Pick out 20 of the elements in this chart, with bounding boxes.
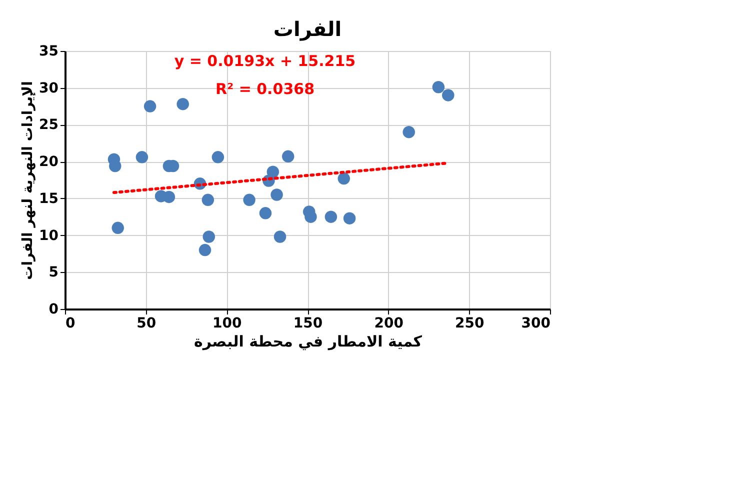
- y-tick-label: 20: [39, 154, 59, 170]
- y-tick-label: 0: [48, 302, 59, 318]
- x-tick-label: 0: [66, 316, 76, 332]
- y-tick-label: 30: [39, 80, 59, 96]
- x-tick-label: 100: [212, 316, 242, 332]
- x-tick-label: 250: [455, 316, 485, 332]
- annotation: R² = 0.0368: [215, 80, 315, 98]
- y-tick-label: 25: [39, 117, 58, 134]
- y-tick-label: 15: [39, 190, 58, 207]
- x-tick-label: 300: [521, 316, 551, 332]
- y-tick-label: 35: [39, 44, 58, 60]
- y-axis-title: الإيرادات النهرية لنهر الفرات: [20, 81, 36, 280]
- y-tick-label: 5: [48, 264, 58, 281]
- y-tick-label: 10: [39, 228, 59, 244]
- x-tick-label: 50: [136, 316, 156, 332]
- x-axis-title: كمية الامطار في محطة البصرة: [194, 332, 422, 350]
- chart-title: الفرات: [273, 17, 342, 41]
- annotation: y = 0.0193x + 15.215: [174, 52, 356, 70]
- x-tick-label: 200: [374, 316, 404, 332]
- x-tick-label: 150: [293, 316, 323, 332]
